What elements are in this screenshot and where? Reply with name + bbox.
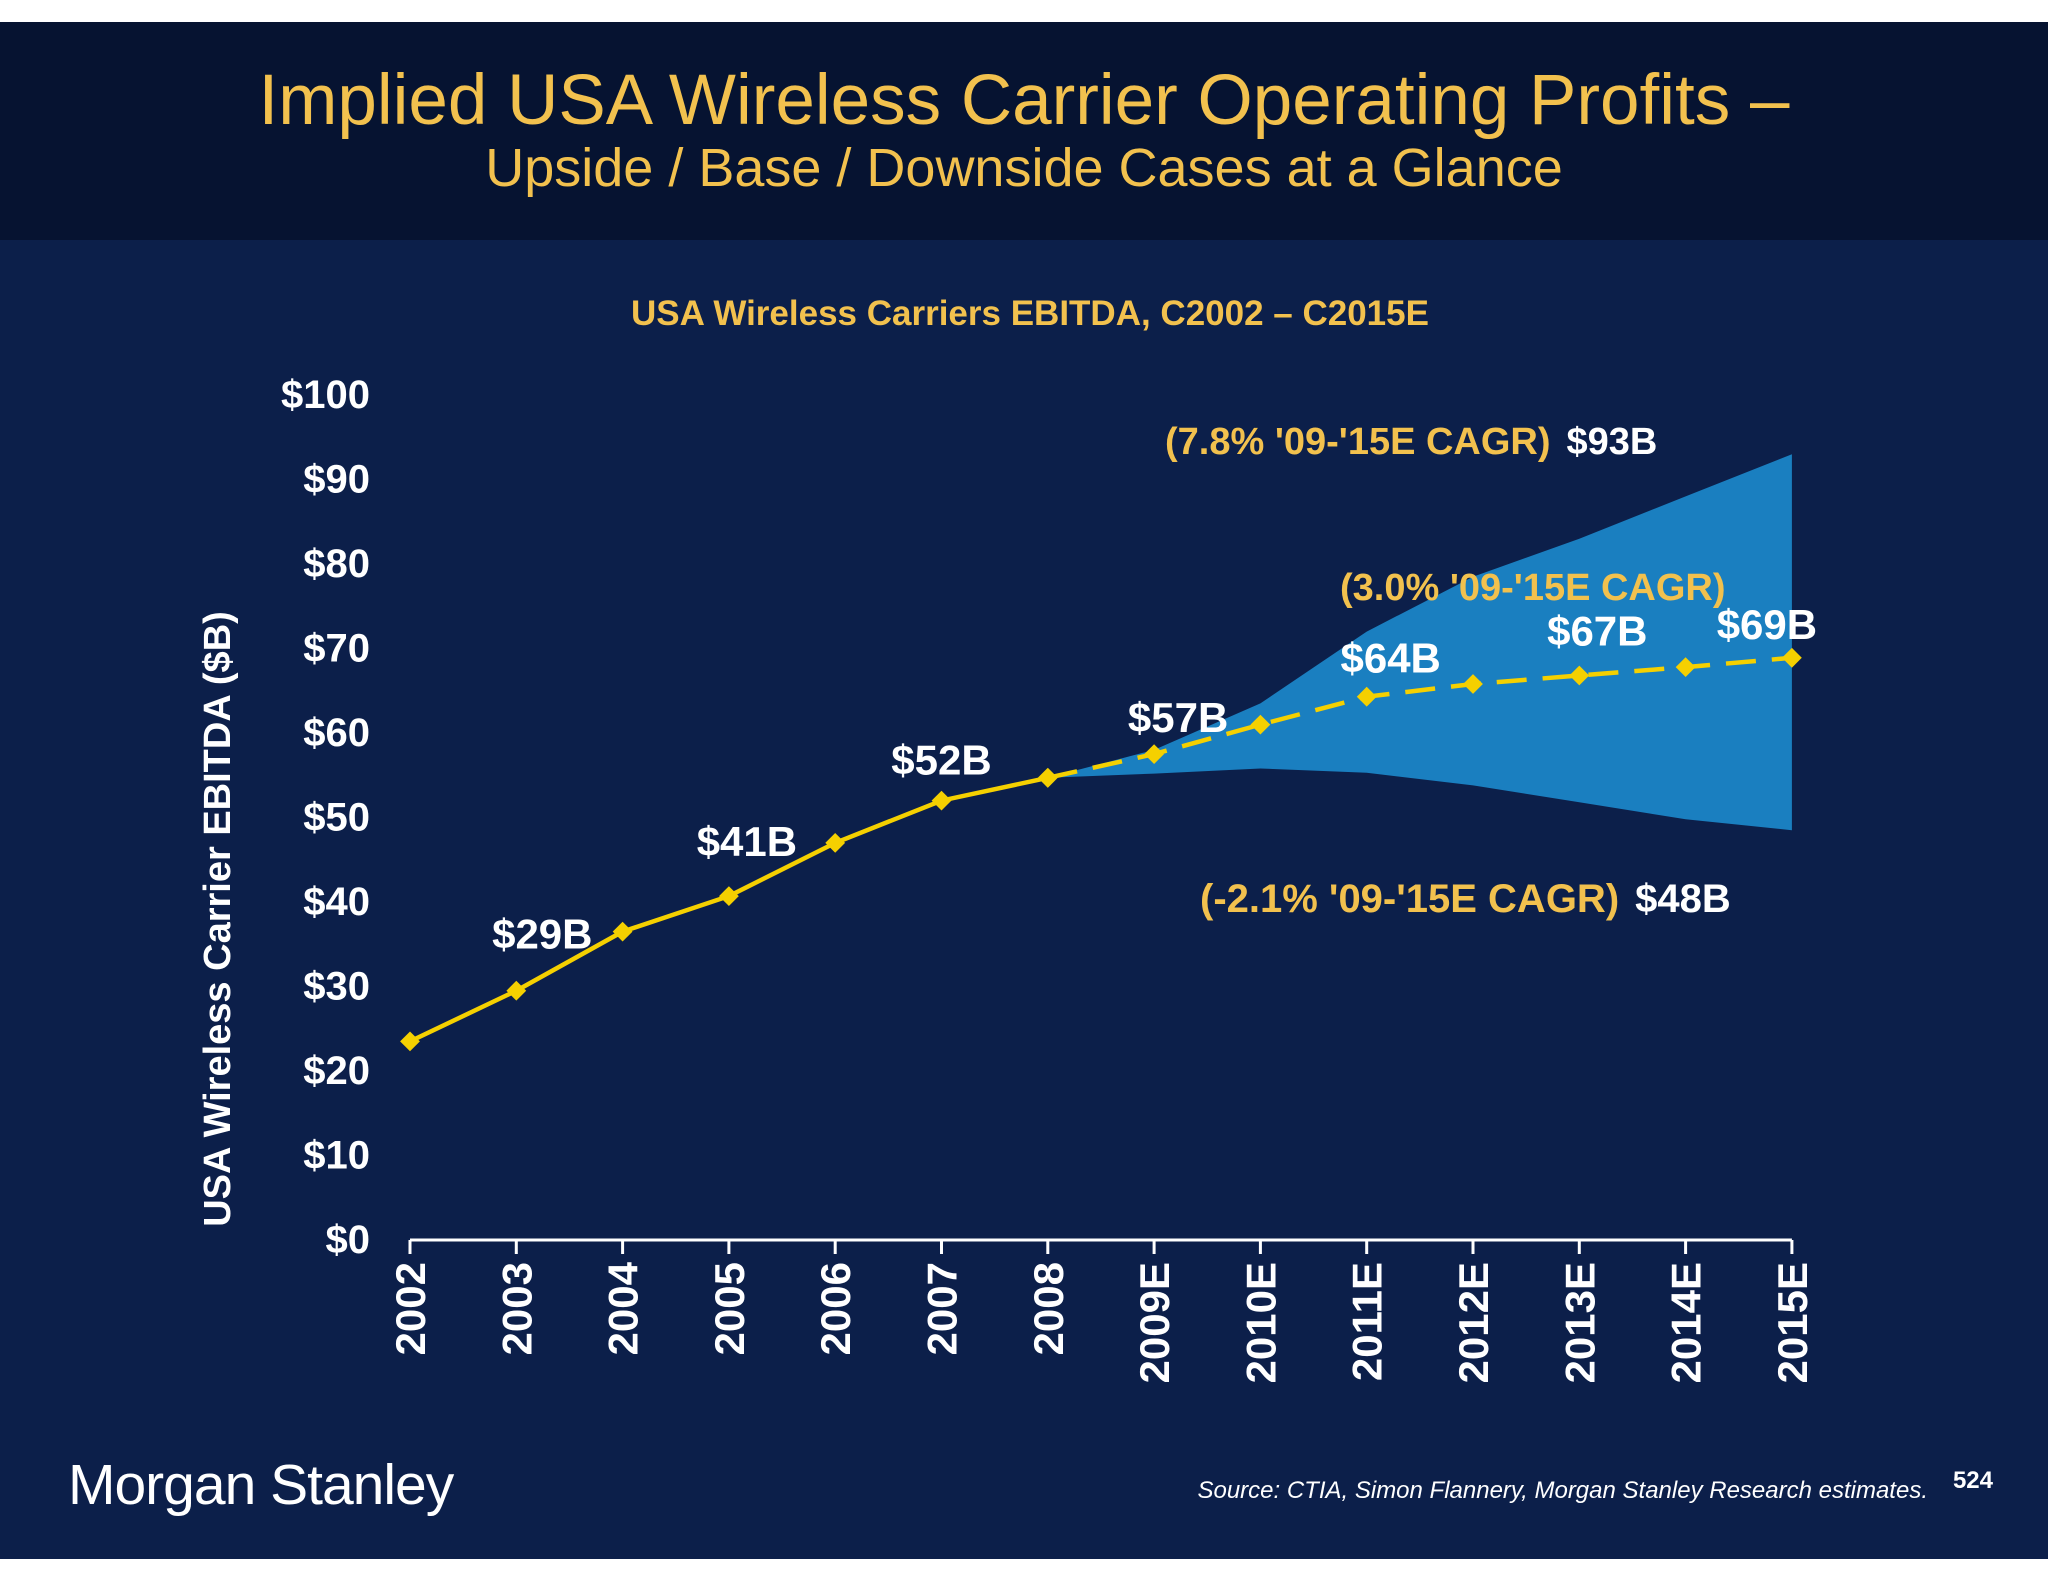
morgan-stanley-logo: Morgan Stanley	[68, 1453, 454, 1517]
chart-axes: $0 $10 $20 $30 $40 $50 $60 $70 $80 $90 $100 2002 200…	[281, 373, 1816, 1383]
scenario-range-area	[1047, 454, 1792, 831]
data-point-marker	[1675, 657, 1696, 677]
x-tick-label: 2004	[600, 1261, 647, 1355]
data-point-marker	[400, 1031, 420, 1052]
slide-subtitle: Upside / Base / Downside Cases at a Glan…	[485, 138, 1563, 198]
source-note: Source: CTIA, Simon Flannery, Morgan Sta…	[1197, 1477, 1928, 1504]
x-tick-label: 2013E	[1556, 1262, 1603, 1383]
data-label: $64B	[1340, 635, 1440, 682]
slide-header: Implied USA Wireless Carrier Operating P…	[0, 22, 2048, 240]
x-tick-label: 2009E	[1131, 1262, 1178, 1383]
data-label: $29B	[492, 911, 592, 958]
x-tick-label: 2007	[919, 1262, 966, 1355]
data-point-marker	[1356, 686, 1377, 707]
data-point-marker	[612, 921, 633, 942]
x-tick-label: 2014E	[1663, 1262, 1710, 1383]
cagr-annotation: (-2.1% '09-'15E CAGR) $48B	[1200, 877, 1731, 921]
x-tick-label: 2015E	[1769, 1262, 1816, 1383]
y-tick-label: $60	[303, 711, 370, 755]
data-point-marker	[1463, 674, 1483, 694]
page-number: 524	[1952, 1467, 1993, 1494]
data-point-marker	[1144, 744, 1164, 764]
y-tick-label: $30	[303, 965, 370, 1009]
y-axis-label: USA Wireless Carrier EBITDA ($B)	[197, 611, 239, 1227]
y-tick-label: $40	[303, 880, 370, 924]
x-tick-label: 2006	[812, 1262, 859, 1355]
ebitda-chart: USA Wireless Carriers EBITDA, C2002 – C2…	[197, 294, 1817, 1383]
data-point-marker	[1569, 665, 1590, 686]
data-label: $41B	[697, 818, 797, 865]
x-tick-label: 2012E	[1450, 1262, 1497, 1383]
y-tick-label: $0	[326, 1218, 371, 1262]
chart-labels: $29B $41B $52B $57B $64B $67B $69B (7.8% '09-'1…	[492, 421, 1817, 958]
data-point-marker	[719, 886, 739, 906]
cagr-annotation: (7.8% '09-'15E CAGR) $93B	[1165, 421, 1657, 463]
data-point-marker	[1782, 647, 1802, 668]
data-point-marker	[1250, 714, 1271, 735]
data-label: $69B	[1717, 601, 1817, 648]
data-label: $52B	[891, 737, 991, 784]
y-tick-label: $90	[303, 458, 370, 502]
cagr-annotation: (3.0% '09-'15E CAGR)	[1340, 567, 1726, 609]
slide: Implied USA Wireless Carrier Operating P…	[0, 22, 2048, 1559]
y-tick-label: $100	[281, 373, 370, 417]
y-tick-label: $20	[303, 1049, 370, 1093]
data-label: $57B	[1128, 694, 1228, 741]
data-point-marker	[825, 833, 846, 853]
chart-title: USA Wireless Carriers EBITDA, C2002 – C2…	[631, 294, 1429, 333]
x-tick-label: 2003	[493, 1262, 540, 1355]
data-label: $67B	[1547, 608, 1647, 655]
y-tick-label: $10	[303, 1134, 370, 1178]
y-tick-label: $70	[303, 627, 370, 671]
x-tick-label: 2010E	[1237, 1262, 1284, 1383]
data-point-marker	[931, 790, 952, 811]
base-case-projection-line	[1047, 655, 1793, 780]
x-tick-label: 2002	[387, 1262, 434, 1355]
x-tick-label: 2008	[1025, 1262, 1072, 1355]
data-point-marker	[506, 980, 527, 1001]
y-tick-label: $50	[303, 796, 370, 840]
y-tick-label: $80	[303, 542, 370, 586]
x-tick-label: 2005	[706, 1262, 753, 1355]
slide-title: Implied USA Wireless Carrier Operating P…	[258, 61, 1790, 140]
x-tick-label: 2011E	[1344, 1262, 1391, 1381]
chart-series	[400, 647, 1802, 1052]
data-point-marker	[1037, 767, 1058, 788]
scenario-band	[1047, 454, 1792, 831]
